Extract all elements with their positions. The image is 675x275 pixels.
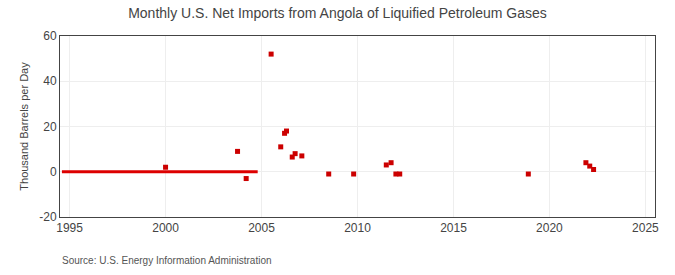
svg-text:2000: 2000 bbox=[152, 221, 179, 235]
svg-text:0: 0 bbox=[50, 165, 57, 179]
svg-text:20: 20 bbox=[43, 120, 57, 134]
svg-text:60: 60 bbox=[43, 29, 57, 43]
svg-text:Monthly U.S. Net Imports from: Monthly U.S. Net Imports from Angola of … bbox=[128, 5, 547, 21]
svg-text:-20: -20 bbox=[39, 210, 57, 224]
svg-text:2005: 2005 bbox=[248, 221, 275, 235]
svg-text:Source: U.S. Energy Informatio: Source: U.S. Energy Information Administ… bbox=[62, 255, 272, 266]
svg-text:40: 40 bbox=[43, 74, 57, 88]
svg-text:2025: 2025 bbox=[632, 221, 659, 235]
svg-text:2010: 2010 bbox=[344, 221, 371, 235]
svg-text:1995: 1995 bbox=[56, 221, 83, 235]
svg-text:2015: 2015 bbox=[440, 221, 467, 235]
svg-text:2020: 2020 bbox=[536, 221, 563, 235]
svg-text:Thousand Barrels per Day: Thousand Barrels per Day bbox=[18, 62, 30, 191]
